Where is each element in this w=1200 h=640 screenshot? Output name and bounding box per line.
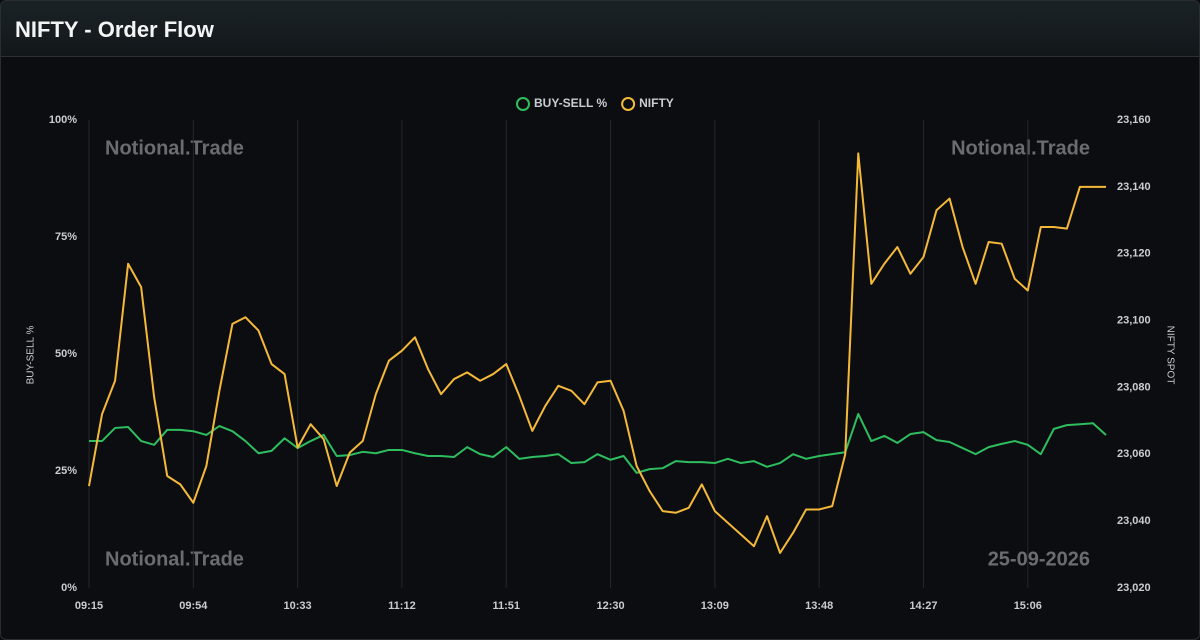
legend-swatch: [516, 97, 530, 111]
x-tick-label: 09:54: [179, 600, 208, 612]
title: NIFTY - Order Flow: [15, 17, 214, 42]
series-line: [88, 152, 1106, 554]
x-tick-label: 12:30: [596, 600, 624, 612]
x-tick-label: 10:33: [284, 600, 312, 612]
y2-tick-label: 23,040: [1117, 515, 1151, 527]
x-tick-label: 15:06: [1014, 600, 1042, 612]
y-tick-label: 100%: [49, 114, 77, 126]
series-line: [89, 412, 1107, 474]
y2-tick-label: 23,100: [1117, 314, 1151, 326]
y2-tick-label: 23,120: [1117, 248, 1151, 260]
chart: Notional.Trade Notional.Trade Notional.T…: [26, 96, 1176, 612]
y2-axis-label: NIFTY SPOT: [1164, 326, 1175, 385]
legend-label: BUY-SELL %: [534, 96, 607, 110]
y-tick-label: 75%: [55, 231, 77, 243]
y-axis-label: BUY-SELL %: [26, 326, 37, 385]
y2-tick-label: 23,080: [1117, 381, 1151, 393]
legend-swatch: [621, 97, 636, 111]
y-tick-label: 25%: [55, 465, 77, 477]
watermark: Notional.Trade: [105, 548, 244, 570]
header: NIFTY - Order Flow: [1, 1, 1199, 57]
x-tick-label: 14:27: [909, 600, 937, 612]
y2-tick-label: 23,060: [1117, 448, 1151, 460]
x-tick-label: 13:09: [701, 600, 729, 612]
legend-label: NIFTY: [639, 96, 674, 110]
y2-tick-label: 23,020: [1117, 582, 1151, 594]
y-tick-label: 50%: [55, 348, 77, 360]
x-tick-label: 11:51: [492, 600, 520, 612]
y2-tick-label: 23,160: [1117, 114, 1151, 126]
date-watermark: 25-09-2026: [988, 548, 1090, 570]
x-tick-label: 11:12: [388, 600, 416, 612]
watermark: Notional.Trade: [951, 137, 1090, 159]
x-tick-label: 09:15: [75, 600, 103, 612]
y2-tick-label: 23,140: [1117, 181, 1151, 193]
watermark: Notional.Trade: [105, 137, 244, 159]
x-tick-label: 13:48: [805, 600, 833, 612]
y-tick-label: 0%: [61, 582, 77, 594]
